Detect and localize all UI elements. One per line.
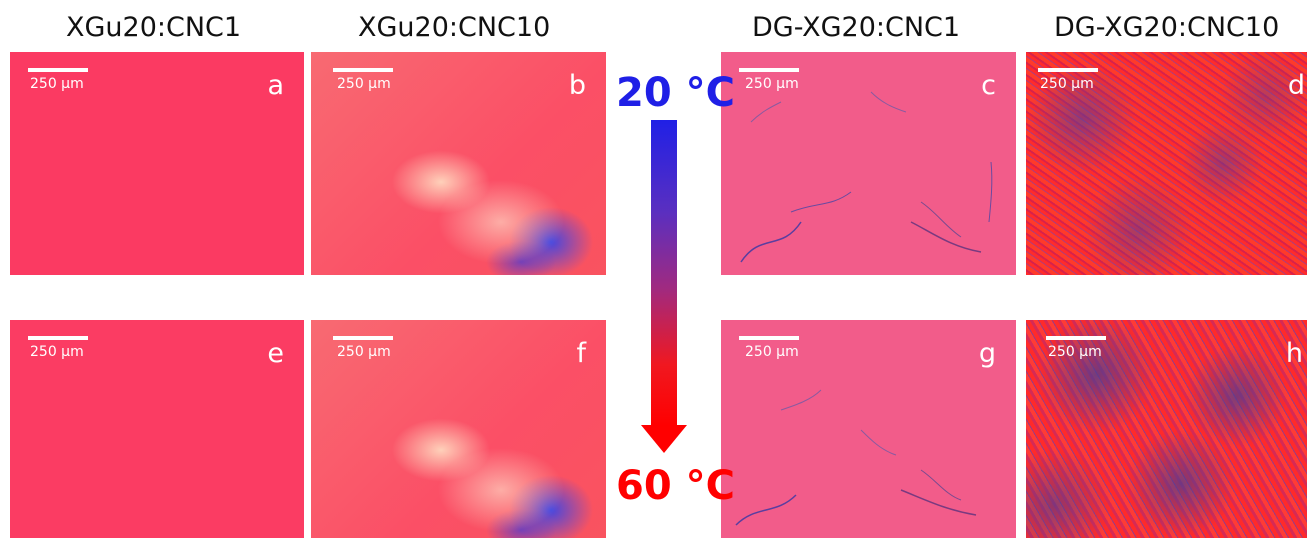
fiber-texture bbox=[740, 91, 993, 263]
micrograph-image bbox=[10, 320, 304, 538]
arrow-head-icon bbox=[641, 425, 687, 453]
scale-label: 250 μm bbox=[337, 344, 391, 360]
scale-bar bbox=[333, 336, 393, 340]
column-title-dg-xg20-cnc1: DG-XG20:CNC1 bbox=[752, 12, 961, 43]
micrograph-image bbox=[311, 320, 606, 538]
column-title-xgu20-cnc10: XGu20:CNC10 bbox=[358, 12, 551, 43]
panel-letter: h bbox=[1285, 338, 1303, 369]
scale-label: 250 μm bbox=[30, 76, 84, 92]
scale-bar bbox=[333, 68, 393, 72]
micrograph-panel-h: 250 μm h bbox=[1026, 320, 1307, 538]
micrograph-image bbox=[1026, 52, 1307, 275]
panel-letter: f bbox=[576, 338, 586, 369]
scale-bar bbox=[28, 68, 88, 72]
scale-label: 250 μm bbox=[745, 76, 799, 92]
scale-label: 250 μm bbox=[30, 344, 84, 360]
scale-label: 250 μm bbox=[1048, 344, 1102, 360]
micrograph-panel-b: 250 μm b bbox=[311, 52, 606, 275]
temperature-gradient-arrow bbox=[651, 120, 677, 426]
micrograph-panel-e: 250 μm e bbox=[10, 320, 304, 538]
scale-bar bbox=[739, 68, 799, 72]
scale-label: 250 μm bbox=[1040, 76, 1094, 92]
temperature-end-label: 60 °C bbox=[616, 463, 735, 509]
panel-letter: g bbox=[978, 338, 996, 369]
panel-letter: d bbox=[1287, 70, 1305, 101]
panel-letter: b bbox=[568, 70, 586, 101]
scale-bar bbox=[1046, 336, 1106, 340]
panel-letter: c bbox=[981, 70, 996, 101]
scale-label: 250 μm bbox=[337, 76, 391, 92]
column-title-xgu20-cnc1: XGu20:CNC1 bbox=[66, 12, 242, 43]
micrograph-panel-f: 250 μm f bbox=[311, 320, 606, 538]
micrograph-panel-c: 250 μm c bbox=[721, 52, 1016, 275]
fiber-texture bbox=[735, 389, 977, 526]
column-title-dg-xg20-cnc10: DG-XG20:CNC10 bbox=[1054, 12, 1280, 43]
micrograph-panel-d: 250 μm d bbox=[1026, 52, 1307, 275]
scale-bar bbox=[739, 336, 799, 340]
micrograph-image bbox=[721, 320, 1016, 538]
micrograph-image bbox=[1026, 320, 1307, 538]
micrograph-image bbox=[721, 52, 1016, 275]
scale-bar bbox=[1038, 68, 1098, 72]
panel-letter: e bbox=[267, 338, 284, 369]
temperature-start-label: 20 °C bbox=[616, 70, 735, 116]
micrograph-image bbox=[311, 52, 606, 275]
panel-letter: a bbox=[267, 70, 284, 101]
scale-bar bbox=[28, 336, 88, 340]
micrograph-panel-g: 250 μm g bbox=[721, 320, 1016, 538]
scale-label: 250 μm bbox=[745, 344, 799, 360]
micrograph-panel-a: 250 μm a bbox=[10, 52, 304, 275]
micrograph-image bbox=[10, 52, 304, 275]
